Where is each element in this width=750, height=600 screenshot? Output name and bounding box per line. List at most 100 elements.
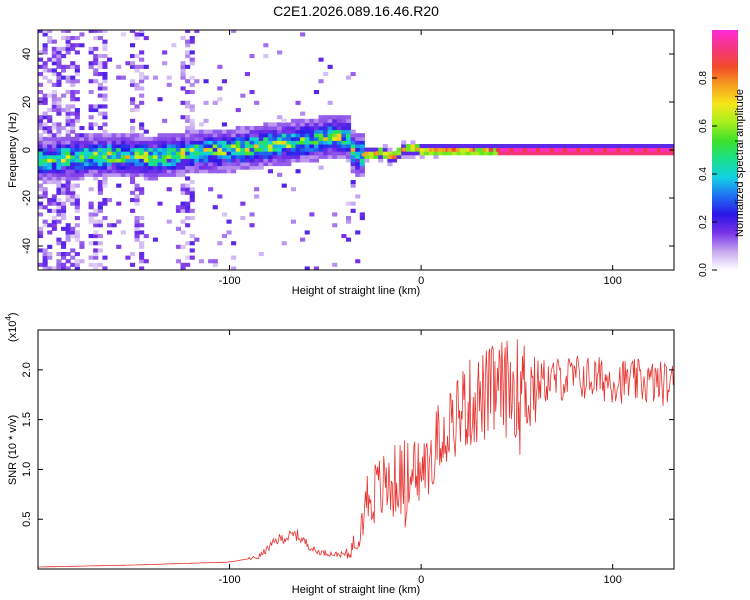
spectrogram-cell	[130, 180, 136, 185]
spectrogram-cell	[97, 30, 103, 33]
spectrogram-cell	[120, 144, 126, 149]
spectrogram-cell	[484, 147, 490, 152]
spectrogram-cell	[84, 136, 90, 141]
spectrogram-cell	[318, 151, 324, 156]
spectrogram-cell	[61, 46, 67, 51]
snr-panel: -100 0 100 0.51.01.52.0 Height of straight…	[4, 312, 675, 596]
spectrogram-cell	[74, 158, 80, 163]
spectrogram-cell	[277, 158, 283, 163]
spectrogram-cell	[74, 216, 80, 221]
spectrogram-cell	[212, 162, 218, 167]
spectrogram-cell	[244, 165, 250, 170]
spectrogram-cell	[130, 129, 136, 134]
spectrogram-cell	[235, 151, 241, 156]
spectrogram-cell	[107, 198, 113, 203]
spectrogram-cell	[51, 126, 57, 131]
spectrogram-cell	[74, 147, 80, 152]
spectrogram-cell	[189, 151, 195, 156]
spectrogram-cell	[258, 154, 264, 159]
spectrogram-cell	[277, 136, 283, 141]
spectrogram-cell	[152, 136, 158, 141]
spectrogram-cell	[217, 144, 223, 149]
spectrogram-cell	[300, 126, 306, 131]
spectrogram-cell	[359, 165, 365, 170]
spectrogram-cell	[465, 147, 471, 152]
spectrogram-cell	[38, 262, 44, 267]
spectrogram-cell	[212, 151, 218, 156]
spectrogram-cell	[180, 208, 186, 213]
spectrogram-cell	[208, 129, 214, 134]
spectrogram-cell	[166, 136, 172, 141]
spectrogram-cell	[148, 147, 154, 152]
spectrogram-cell	[180, 205, 186, 210]
spectrogram-cell	[346, 136, 352, 141]
spectrogram-cell	[419, 154, 425, 159]
spectrogram-cell	[88, 46, 94, 51]
spectrogram-cell	[93, 136, 99, 141]
spectrogram-cell	[116, 144, 122, 149]
spectrogram-cell	[346, 144, 352, 149]
spectrogram-cell	[38, 97, 44, 102]
spectrogram-cell	[185, 216, 191, 221]
spectrogram-cell	[116, 165, 122, 170]
spectrogram-cell	[56, 136, 62, 141]
spectrogram-cell	[235, 140, 241, 145]
spectrogram-cell	[180, 151, 186, 156]
snr-x-tick-label: 100	[604, 574, 622, 586]
spectrogram-cell	[635, 147, 641, 152]
spectrogram-cell	[102, 46, 108, 51]
spectrogram-ridge-point	[415, 147, 420, 151]
spectrogram-cell	[451, 144, 457, 149]
spectrogram-cell	[166, 144, 172, 149]
spectrogram-cell	[102, 122, 108, 127]
spectrogram-cell	[580, 151, 586, 156]
spectrogram-cell	[51, 61, 57, 66]
spectrogram-cell	[221, 136, 227, 141]
spectrogram-cell	[148, 165, 154, 170]
spectrogram-cell	[148, 144, 154, 149]
spectrogram-cell	[125, 61, 131, 66]
spectrogram-cell	[502, 147, 508, 152]
spectrogram-cell	[300, 118, 306, 123]
spectrogram-cell	[189, 140, 195, 145]
spectrogram-cell	[42, 97, 48, 102]
spectrogram-cell	[318, 118, 324, 123]
spectrogram-cell	[231, 266, 237, 270]
spectrogram-cell	[313, 140, 319, 145]
spectrogram-cell	[42, 190, 48, 195]
spectrogram-cell	[125, 151, 131, 156]
spectrogram-cell	[249, 136, 255, 141]
spectrogram-y-tick-label: 40	[21, 48, 33, 60]
spectrogram-cell	[194, 30, 200, 33]
spectrogram-cell	[226, 147, 232, 152]
spectrogram-cell	[107, 151, 113, 156]
spectrogram-cell	[88, 241, 94, 246]
spectrogram-ridge-point	[401, 147, 406, 152]
spectrogram-cell	[272, 144, 278, 149]
spectrogram-cell	[111, 223, 117, 228]
spectrogram-cell	[387, 158, 393, 163]
spectrogram-cell	[327, 100, 333, 105]
spectrogram-cell	[663, 151, 669, 156]
spectrogram-y-tick-label: -20	[21, 190, 33, 206]
spectrogram-cell	[70, 230, 76, 235]
spectrogram-cell	[217, 169, 223, 174]
spectrogram-cell	[38, 57, 44, 62]
spectrogram-cell	[267, 144, 273, 149]
spectrogram-cell	[97, 241, 103, 246]
spectrogram-cell	[120, 230, 126, 235]
spectrogram-cell	[323, 154, 329, 159]
spectrogram-cell	[286, 140, 292, 145]
spectrogram-cell	[290, 122, 296, 127]
spectrogram-cell	[562, 144, 568, 149]
spectrogram-cell	[249, 126, 255, 131]
spectrogram-cell	[65, 136, 71, 141]
spectrogram-cell	[84, 133, 90, 138]
spectrogram-cell	[589, 151, 595, 156]
spectrogram-cell	[130, 165, 136, 170]
spectrogram-cell	[111, 165, 117, 170]
spectrogram-cell	[38, 212, 44, 217]
spectrogram-cell	[111, 140, 117, 145]
spectrogram-cell	[56, 187, 62, 192]
